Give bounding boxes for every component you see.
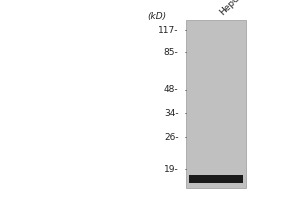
Text: 26-: 26-: [164, 132, 178, 142]
Text: 117-: 117-: [158, 26, 178, 35]
Text: HepG2: HepG2: [218, 0, 246, 17]
Text: (kD): (kD): [147, 12, 167, 21]
Text: 85-: 85-: [164, 48, 178, 57]
Text: 19-: 19-: [164, 164, 178, 173]
Bar: [186, 20, 246, 188]
Bar: [189, 175, 243, 183]
Text: 34-: 34-: [164, 108, 178, 117]
Text: 48-: 48-: [164, 85, 178, 94]
